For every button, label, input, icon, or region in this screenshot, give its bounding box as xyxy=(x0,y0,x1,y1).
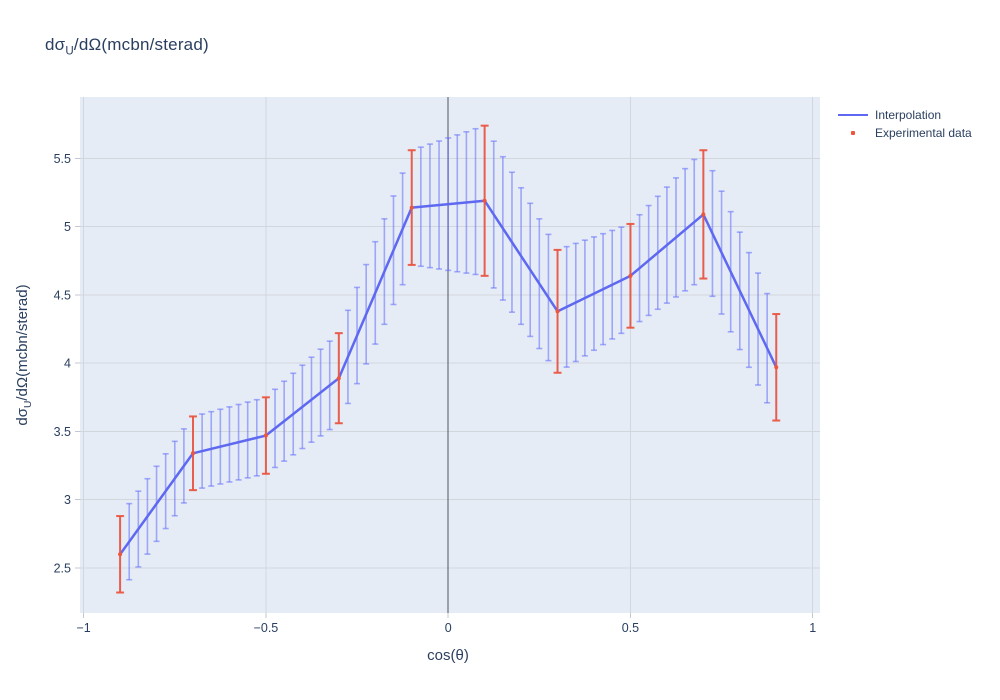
marker-swatch-icon xyxy=(838,131,868,135)
legend-item-experimental-data[interactable]: Experimental data xyxy=(838,124,972,142)
svg-text:0: 0 xyxy=(445,621,452,635)
x-axis-title: cos(θ) xyxy=(427,647,469,664)
plot-background xyxy=(80,97,820,613)
chart-title-sub: U xyxy=(65,45,74,58)
tick-marks xyxy=(75,157,814,618)
svg-text:4.5: 4.5 xyxy=(54,288,71,302)
interpolation-line xyxy=(118,199,778,556)
svg-text:3.5: 3.5 xyxy=(54,425,71,439)
svg-text:0.5: 0.5 xyxy=(622,621,639,635)
chart-title-pre: dσ xyxy=(45,35,66,54)
legend-label-interpolation: Interpolation xyxy=(875,108,942,122)
y-axis-title-sub: U xyxy=(23,400,34,408)
svg-text:4: 4 xyxy=(64,357,71,371)
y-axis-title: dσU/dΩ(mcbn/sterad) xyxy=(14,97,34,613)
chart-title: dσU/dΩ(mcbn/sterad) xyxy=(45,35,209,57)
chart-title-post: /dΩ(mcbn/sterad) xyxy=(73,35,209,54)
y-axis-title-pre: dσ xyxy=(14,408,31,426)
legend-label-experimental-data: Experimental data xyxy=(875,126,972,140)
line-swatch-icon xyxy=(838,114,868,116)
legend-item-interpolation[interactable]: Interpolation xyxy=(838,106,972,124)
svg-text:5.5: 5.5 xyxy=(54,152,71,166)
svg-text:2.5: 2.5 xyxy=(54,561,71,575)
experimental-points xyxy=(118,198,779,557)
svg-text:−1: −1 xyxy=(77,621,91,635)
svg-text:1: 1 xyxy=(809,621,816,635)
legend: Interpolation Experimental data xyxy=(838,106,972,142)
svg-text:−0.5: −0.5 xyxy=(254,621,279,635)
svg-text:3: 3 xyxy=(64,493,71,507)
y-axis-title-post: /dΩ(mcbn/sterad) xyxy=(14,284,31,401)
tick-labels: −1 −0.5 0 0.5 1 2.5 3 3.5 4 4.5 5 5.5 xyxy=(54,152,817,635)
gridlines xyxy=(80,97,820,613)
svg-text:5: 5 xyxy=(64,220,71,234)
